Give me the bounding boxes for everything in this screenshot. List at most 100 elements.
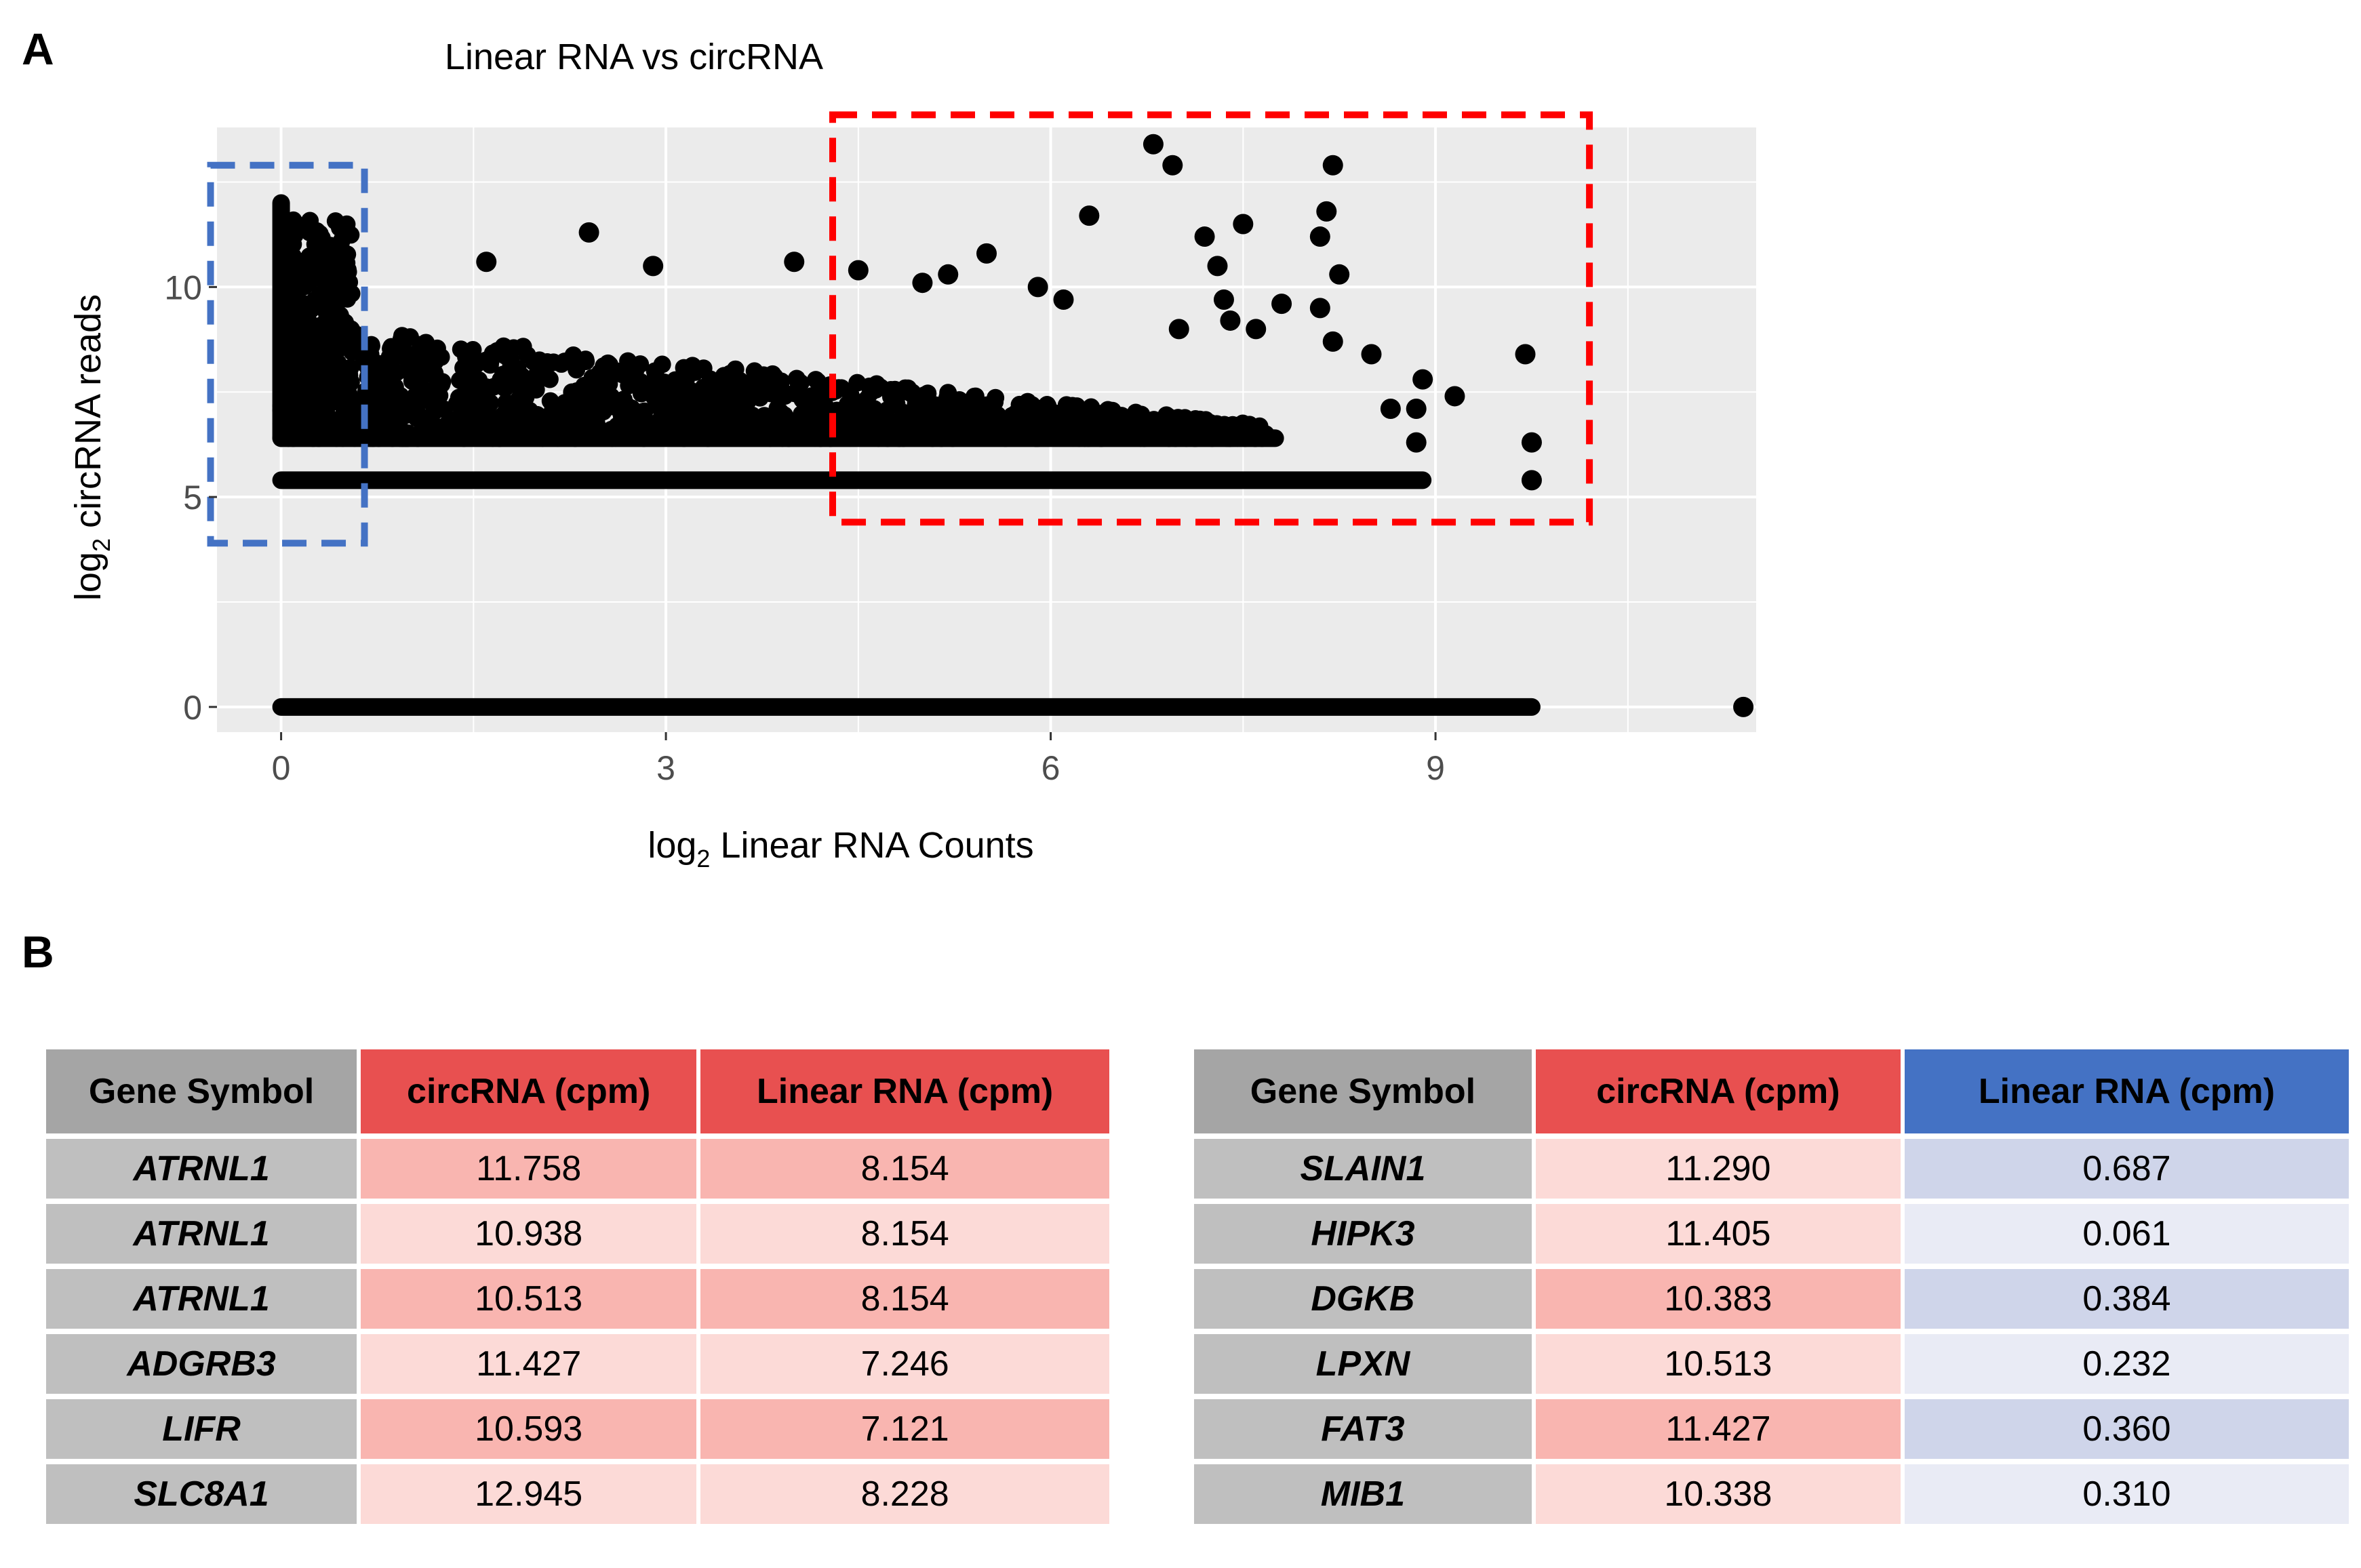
header-linear-rna: Linear RNA (cpm) (1905, 1049, 2349, 1133)
scatter-point (552, 428, 570, 447)
scatter-point (784, 252, 805, 273)
scatter-point (1233, 214, 1254, 235)
scatter-point (1014, 419, 1032, 437)
scatter-point (861, 384, 879, 402)
scatter-point (890, 427, 909, 445)
circrna-cell: 12.945 (361, 1464, 697, 1524)
scatter-point (824, 429, 842, 447)
table-header-row: Gene Symbol circRNA (cpm) Linear RNA (cp… (46, 1049, 1109, 1133)
scatter-point (929, 416, 947, 434)
scatter-point (1038, 395, 1056, 414)
circrna-cell: 10.513 (361, 1269, 697, 1329)
scatter-point (1361, 344, 1382, 365)
linear-rna-cell: 0.232 (1905, 1334, 2349, 1394)
scatter-point (705, 399, 723, 417)
scatter-point (513, 406, 532, 424)
scatter-point (540, 370, 559, 388)
gene-cell: ATRNL1 (46, 1204, 357, 1264)
scatter-point (371, 405, 389, 423)
scatter-point (807, 371, 825, 389)
scatter-point (715, 367, 733, 385)
scatter-point (671, 412, 690, 430)
x-tick-label: 6 (1041, 749, 1060, 787)
scatter-point (1220, 310, 1241, 331)
linear-rna-cell: 8.154 (700, 1269, 1109, 1329)
table-row: LPXN 10.513 0.232 (1194, 1334, 2349, 1394)
circrna-cell: 11.290 (1535, 1139, 1901, 1199)
scatter-point (366, 360, 384, 378)
table-row: ATRNL1 10.513 8.154 (46, 1269, 1109, 1329)
scatter-point (321, 264, 339, 283)
panel-a-label: A (22, 24, 54, 74)
header-linear-rna: Linear RNA (cpm) (700, 1049, 1109, 1133)
linear-rna-cell: 0.061 (1905, 1204, 2349, 1264)
scatter-point (1143, 134, 1164, 155)
scatter-point (596, 383, 614, 401)
scatter-point (317, 312, 336, 330)
scatter-point (795, 393, 814, 411)
scatter-point (1406, 399, 1427, 420)
scatter-point (1176, 409, 1194, 427)
gene-cell: SLC8A1 (46, 1464, 357, 1524)
gene-cell: LIFR (46, 1399, 357, 1459)
gene-cell: FAT3 (1194, 1399, 1532, 1459)
scatter-point (1207, 256, 1228, 277)
scatter-point (392, 329, 410, 348)
x-tick-label: 9 (1426, 749, 1445, 787)
scatter-point (587, 407, 605, 425)
scatter-point (273, 428, 292, 447)
scatter-point (552, 355, 570, 373)
scatter-point (388, 363, 406, 382)
scatter-point (570, 399, 589, 418)
scatter-point (603, 428, 621, 447)
y-axis-label: log2 circRNA reads (68, 294, 115, 601)
scatter-point (692, 428, 710, 446)
chart-title: Linear RNA vs circRNA (445, 37, 823, 77)
scatter-point (496, 379, 514, 397)
scatter-point (629, 424, 648, 442)
scatter-point (903, 403, 921, 421)
circrna-cell: 10.593 (361, 1399, 697, 1459)
scatter-point (469, 399, 488, 418)
header-circrna: circRNA (cpm) (361, 1049, 697, 1133)
scatter-point (433, 373, 452, 391)
scatter-point (1194, 226, 1215, 247)
scatter-point (1271, 294, 1292, 315)
scatter-point (1322, 331, 1343, 352)
scatter-point (292, 319, 311, 337)
scatter-point (1162, 155, 1183, 176)
circrna-cell: 11.427 (361, 1334, 697, 1394)
scatter-point (1135, 428, 1153, 446)
scatter-point (1406, 432, 1427, 453)
scatter-point (1521, 432, 1542, 453)
y-tick-label: 10 (164, 268, 202, 306)
scatter-point (1053, 289, 1074, 310)
scatter-point (622, 399, 641, 418)
scatter-point (1157, 424, 1175, 442)
scatter-point (1309, 298, 1330, 319)
scatter-point (466, 417, 484, 435)
red-dashed-box (829, 111, 1593, 526)
scatter-point (286, 270, 304, 288)
scatter-point (976, 243, 997, 264)
scatter-point (1168, 319, 1189, 340)
scatter-point (326, 212, 344, 230)
scatter-point (578, 222, 599, 243)
scatter-point (1309, 226, 1330, 247)
left-gene-table: Gene Symbol circRNA (cpm) Linear RNA (cp… (42, 1044, 1113, 1529)
scatter-point (768, 399, 787, 418)
scatter-point (787, 369, 806, 388)
circrna-cell: 10.513 (1535, 1334, 1901, 1394)
scatter-point (899, 379, 917, 397)
scatter-point (1060, 401, 1079, 419)
scatter-point (423, 359, 441, 377)
scatter-point (987, 388, 1005, 407)
y-tick-label: 0 (183, 689, 202, 727)
header-gene-symbol: Gene Symbol (46, 1049, 357, 1133)
scatter-point (1316, 201, 1337, 222)
table-row: FAT3 11.427 0.360 (1194, 1399, 2349, 1459)
circrna-cell: 11.427 (1535, 1399, 1901, 1459)
scatter-point (319, 338, 338, 357)
gene-cell: LPXN (1194, 1334, 1532, 1394)
scatter-point (1515, 344, 1536, 365)
